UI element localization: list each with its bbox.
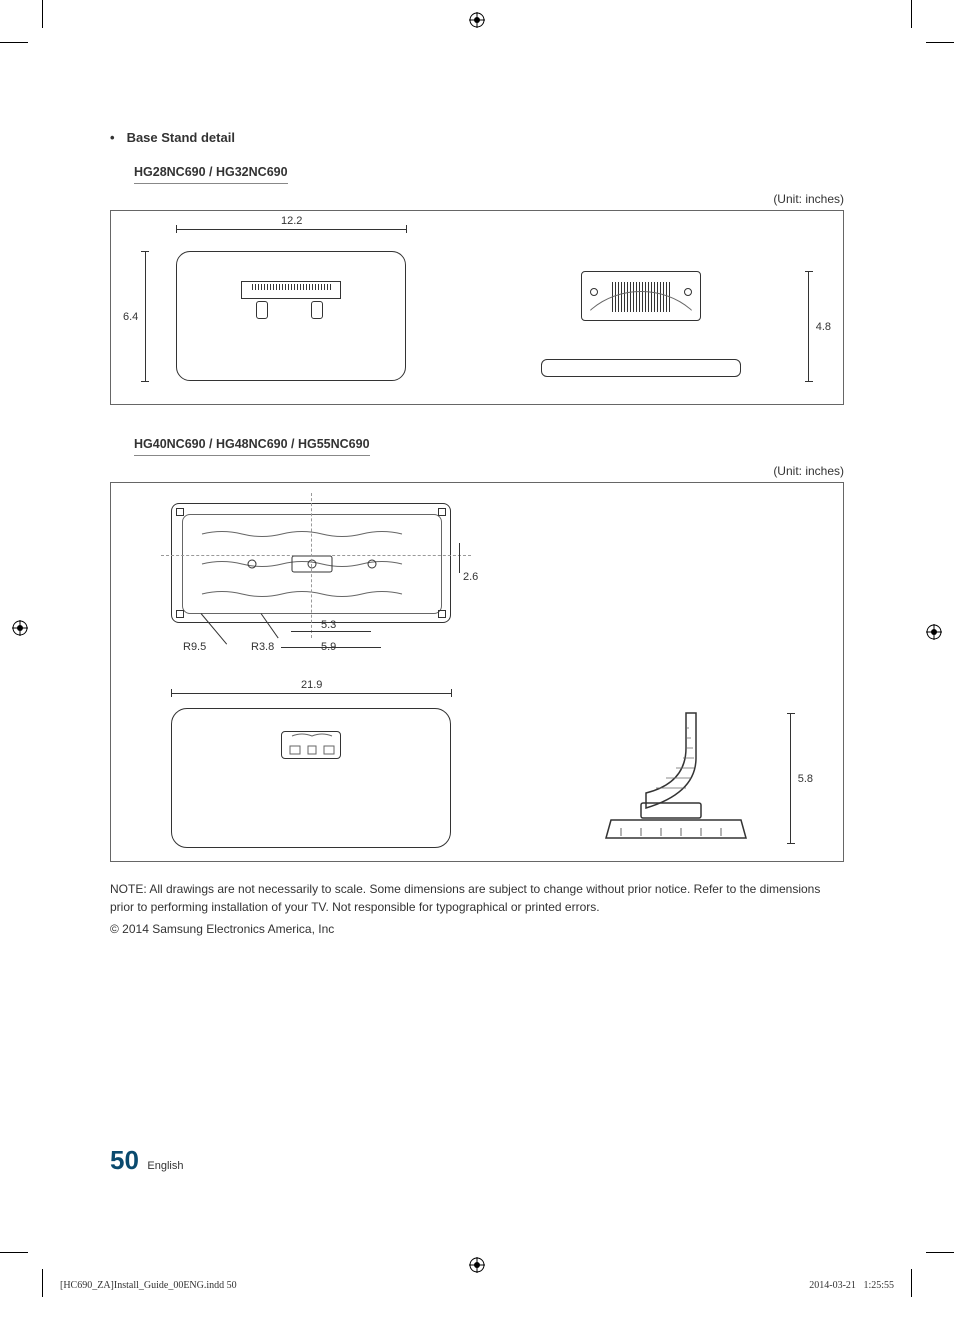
model-header-1: HG28NC690 / HG32NC690 — [134, 165, 288, 184]
dim-label-5-9: 5.9 — [321, 641, 336, 653]
dim-label-2-6: 2.6 — [463, 571, 478, 583]
base-plate — [541, 359, 741, 377]
registration-mark-icon — [926, 624, 942, 640]
crop-mark — [926, 1252, 954, 1253]
dim-tick — [141, 381, 149, 382]
mount-foot — [311, 301, 323, 319]
dim-line — [790, 713, 791, 843]
crop-mark — [0, 1252, 28, 1253]
crop-mark — [911, 0, 912, 28]
dim-label-21-9: 21.9 — [301, 679, 322, 691]
registration-mark-icon — [12, 620, 28, 636]
screw-hole — [684, 288, 692, 296]
diagram-box-1: 12.2 6.4 4.8 — [110, 210, 844, 405]
dim-label-r1: R9.5 — [183, 641, 206, 653]
diagram-box-2: 2.6 5.3 5.9 R9.5 R3.8 21.9 — [110, 482, 844, 862]
corner-screw — [176, 610, 184, 618]
page-footer: 50 English — [110, 1145, 183, 1176]
dim-label-5-3: 5.3 — [321, 619, 336, 631]
crop-mark — [926, 42, 954, 43]
stand-profile-svg — [591, 708, 761, 848]
centerline-h — [161, 555, 471, 556]
dim-tick — [141, 251, 149, 252]
stand-side-view — [541, 271, 741, 381]
dim-line — [291, 631, 371, 632]
dim-label-5-8: 5.8 — [798, 773, 813, 785]
dim-label-height-left: 6.4 — [123, 311, 138, 323]
centerline-v — [311, 493, 312, 638]
copyright-text: © 2014 Samsung Electronics America, Inc — [110, 920, 844, 938]
disclaimer-text: NOTE: All drawings are not necessarily t… — [110, 880, 844, 916]
dim-tick — [451, 689, 452, 697]
dim-tick — [787, 843, 795, 844]
corner-screw — [176, 508, 184, 516]
base-top-view — [171, 708, 451, 848]
corner-screw — [438, 610, 446, 618]
hatched-area — [252, 284, 332, 290]
page-language: English — [147, 1160, 183, 1172]
dim-line — [171, 693, 451, 694]
page-content: Base Stand detail HG28NC690 / HG32NC690 … — [110, 130, 844, 938]
bracket-channels — [192, 524, 432, 604]
section-title: Base Stand detail — [110, 130, 844, 145]
mount-detail — [282, 732, 340, 758]
unit-label-1: (Unit: inches) — [110, 192, 844, 206]
dim-line — [459, 543, 460, 573]
stand-top-view — [176, 251, 406, 381]
dim-tick — [787, 713, 795, 714]
dim-tick — [176, 225, 177, 233]
mount-foot — [256, 301, 268, 319]
registration-mark-icon — [469, 12, 485, 28]
print-footer: [HC690_ZA]Install_Guide_00ENG.indd 50 20… — [60, 1280, 894, 1291]
dim-line — [808, 271, 809, 381]
dim-tick — [805, 381, 813, 382]
footer-filename: [HC690_ZA]Install_Guide_00ENG.indd 50 — [60, 1280, 237, 1291]
corner-screw — [438, 508, 446, 516]
stand-profile — [591, 708, 761, 848]
crop-mark — [0, 42, 28, 43]
dim-label-r2: R3.8 — [251, 641, 274, 653]
mount-bracket — [241, 281, 341, 299]
dim-label-height-right: 4.8 — [816, 321, 831, 333]
crop-mark — [911, 1269, 912, 1297]
base-mount — [281, 731, 341, 759]
footer-datetime: 2014-03-21 1:25:55 — [809, 1280, 894, 1291]
stand-arc — [571, 291, 711, 411]
model-header-2: HG40NC690 / HG48NC690 / HG55NC690 — [134, 437, 370, 456]
registration-mark-icon — [469, 1257, 485, 1273]
page-number: 50 — [110, 1145, 139, 1175]
screw-hole — [590, 288, 598, 296]
dim-line — [176, 229, 406, 230]
dim-tick — [171, 689, 172, 697]
dim-tick — [406, 225, 407, 233]
dim-tick — [805, 271, 813, 272]
dim-line — [145, 251, 146, 381]
crop-mark — [42, 0, 43, 28]
crop-mark — [42, 1269, 43, 1297]
unit-label-2: (Unit: inches) — [110, 464, 844, 478]
dim-label-width: 12.2 — [281, 215, 302, 227]
